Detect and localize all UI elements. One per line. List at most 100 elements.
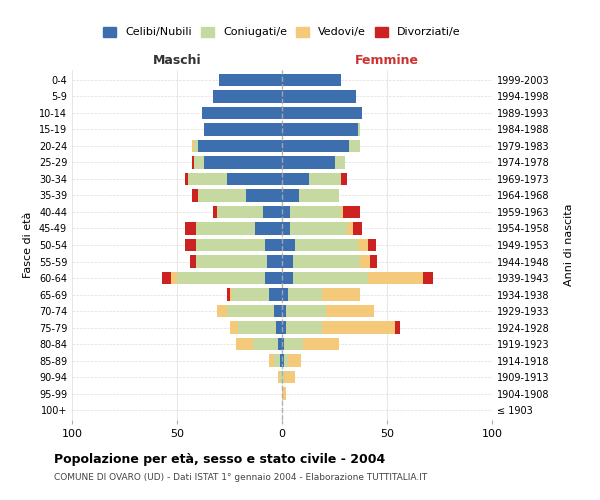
Bar <box>196 239 265 251</box>
Bar <box>422 272 433 284</box>
Bar <box>310 173 341 185</box>
Bar <box>358 239 368 251</box>
Bar <box>198 140 282 152</box>
Bar <box>227 288 229 300</box>
Bar <box>198 190 247 202</box>
Bar <box>280 371 282 384</box>
Y-axis label: Fasce di età: Fasce di età <box>23 212 33 278</box>
Bar <box>265 272 282 284</box>
Bar <box>282 322 286 334</box>
Bar <box>353 222 362 234</box>
Bar <box>282 140 349 152</box>
Bar <box>335 156 345 168</box>
Bar <box>269 354 274 367</box>
Bar <box>204 156 282 168</box>
Bar <box>274 354 280 367</box>
Bar <box>282 222 290 234</box>
Bar <box>194 140 198 152</box>
Bar <box>341 206 343 218</box>
Y-axis label: Anni di nascita: Anni di nascita <box>563 204 574 286</box>
Bar <box>282 206 290 218</box>
Bar <box>170 272 177 284</box>
Bar <box>282 90 355 102</box>
Bar <box>360 256 370 268</box>
Bar <box>213 206 217 218</box>
Bar <box>282 74 341 86</box>
Bar <box>190 256 196 268</box>
Bar <box>278 371 280 384</box>
Bar <box>238 322 276 334</box>
Bar <box>278 338 282 350</box>
Bar <box>269 288 282 300</box>
Bar <box>282 123 358 136</box>
Bar <box>395 322 400 334</box>
Legend: Celibi/Nubili, Coniugati/e, Vedovi/e, Divorziati/e: Celibi/Nubili, Coniugati/e, Vedovi/e, Di… <box>103 26 461 38</box>
Bar <box>368 239 377 251</box>
Bar <box>286 305 326 317</box>
Bar <box>282 272 293 284</box>
Bar <box>282 190 299 202</box>
Bar <box>177 272 265 284</box>
Bar <box>284 371 295 384</box>
Bar <box>217 206 263 218</box>
Bar <box>217 305 227 317</box>
Bar <box>202 106 282 119</box>
Bar <box>253 338 278 350</box>
Text: Maschi: Maschi <box>152 54 202 66</box>
Bar <box>284 354 289 367</box>
Bar <box>196 256 268 268</box>
Bar <box>268 256 282 268</box>
Bar <box>162 272 171 284</box>
Bar <box>196 222 254 234</box>
Bar <box>236 338 253 350</box>
Bar <box>290 222 347 234</box>
Bar <box>247 190 282 202</box>
Bar <box>227 305 274 317</box>
Bar <box>204 123 282 136</box>
Bar <box>286 322 322 334</box>
Bar <box>219 74 282 86</box>
Bar <box>326 305 374 317</box>
Bar <box>322 322 395 334</box>
Bar <box>276 322 282 334</box>
Bar <box>299 190 338 202</box>
Bar <box>282 106 362 119</box>
Bar <box>192 190 198 202</box>
Bar <box>282 239 295 251</box>
Bar <box>282 288 289 300</box>
Bar <box>194 156 204 168</box>
Bar <box>280 354 282 367</box>
Bar <box>289 288 322 300</box>
Bar <box>185 222 196 234</box>
Bar <box>293 272 368 284</box>
Bar <box>289 354 301 367</box>
Bar <box>282 156 335 168</box>
Bar <box>282 173 310 185</box>
Bar <box>187 173 227 185</box>
Bar <box>303 338 338 350</box>
Bar <box>263 206 282 218</box>
Bar <box>185 239 196 251</box>
Bar <box>368 272 422 284</box>
Bar <box>341 173 347 185</box>
Bar <box>274 305 282 317</box>
Text: COMUNE DI OVARO (UD) - Dati ISTAT 1° gennaio 2004 - Elaborazione TUTTITALIA.IT: COMUNE DI OVARO (UD) - Dati ISTAT 1° gen… <box>54 472 427 482</box>
Bar <box>322 288 360 300</box>
Bar <box>227 173 282 185</box>
Bar <box>282 256 293 268</box>
Bar <box>213 90 282 102</box>
Bar <box>349 140 360 152</box>
Bar <box>282 371 284 384</box>
Bar <box>282 305 286 317</box>
Bar <box>254 222 282 234</box>
Bar <box>229 322 238 334</box>
Bar <box>282 388 286 400</box>
Bar <box>347 222 353 234</box>
Text: Popolazione per età, sesso e stato civile - 2004: Popolazione per età, sesso e stato civil… <box>54 452 385 466</box>
Bar <box>282 338 284 350</box>
Text: Femmine: Femmine <box>355 54 419 66</box>
Bar <box>370 256 377 268</box>
Bar <box>295 239 358 251</box>
Bar <box>230 288 232 300</box>
Bar <box>358 123 360 136</box>
